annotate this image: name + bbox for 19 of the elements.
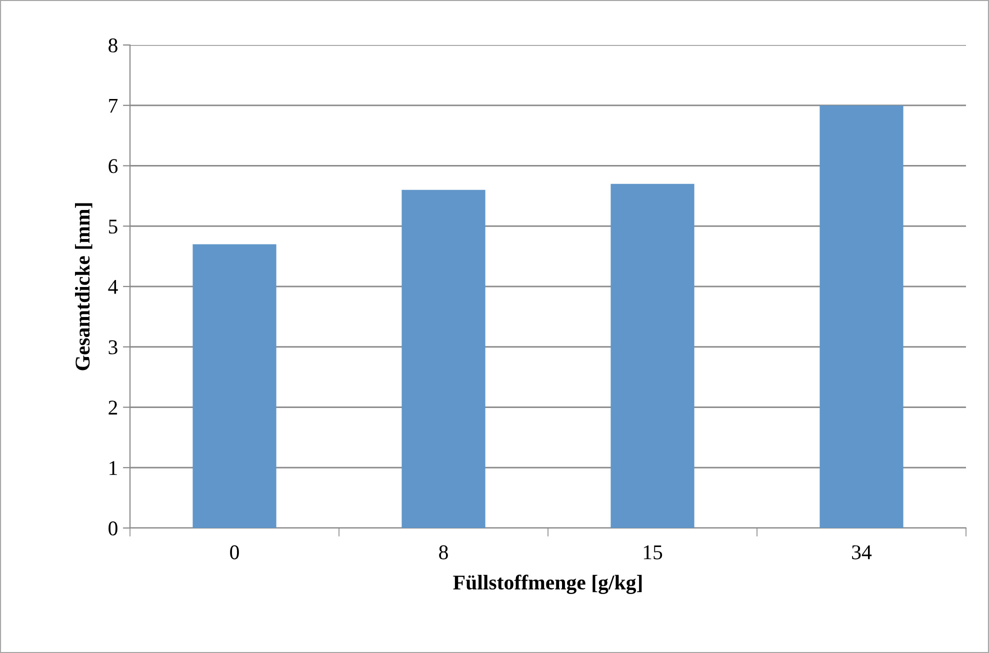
bar xyxy=(820,105,904,528)
bar xyxy=(192,244,276,528)
y-tick-label: 4 xyxy=(108,280,118,294)
x-tick-label: 15 xyxy=(644,545,662,560)
x-tick-label: 8 xyxy=(439,545,448,560)
x-axis-title: Füllstoffmenge [g/kg] xyxy=(453,574,642,594)
bar xyxy=(402,190,486,528)
y-tick-label: 0 xyxy=(108,521,118,536)
y-tick-label: 8 xyxy=(108,38,118,52)
y-tick-label: 2 xyxy=(108,400,118,414)
y-tick-label: 7 xyxy=(109,98,118,113)
y-tick-label: 6 xyxy=(108,159,118,174)
y-axis-title: Gesamtdicke [mm] xyxy=(74,203,92,370)
y-tick-label: 3 xyxy=(108,340,118,354)
y-tick-label: 5 xyxy=(108,220,118,234)
x-tick-label: 0 xyxy=(230,545,239,560)
x-tick-label: 34 xyxy=(852,545,872,560)
y-tick-label: 1 xyxy=(110,461,117,475)
bar xyxy=(610,184,694,528)
